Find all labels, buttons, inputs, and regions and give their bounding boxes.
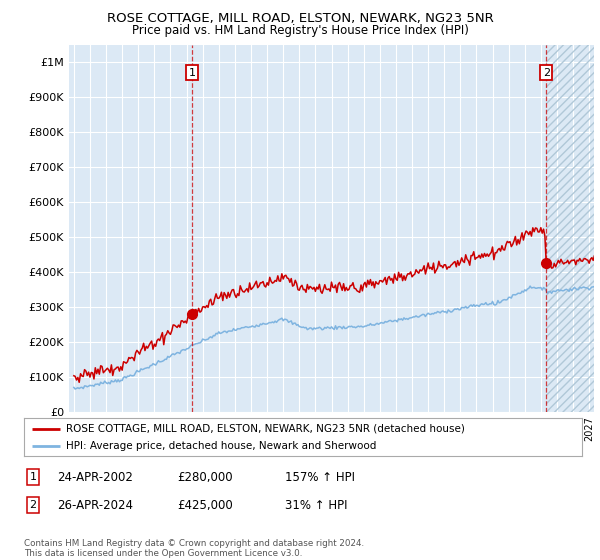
Text: HPI: Average price, detached house, Newark and Sherwood: HPI: Average price, detached house, Newa… [66, 441, 376, 451]
Text: 24-APR-2002: 24-APR-2002 [57, 470, 133, 484]
Text: 2: 2 [542, 68, 550, 78]
Text: £280,000: £280,000 [177, 470, 233, 484]
Text: Contains HM Land Registry data © Crown copyright and database right 2024.
This d: Contains HM Land Registry data © Crown c… [24, 539, 364, 558]
Text: 1: 1 [29, 472, 37, 482]
Text: 26-APR-2024: 26-APR-2024 [57, 498, 133, 512]
Text: ROSE COTTAGE, MILL ROAD, ELSTON, NEWARK, NG23 5NR (detached house): ROSE COTTAGE, MILL ROAD, ELSTON, NEWARK,… [66, 423, 465, 433]
Text: Price paid vs. HM Land Registry's House Price Index (HPI): Price paid vs. HM Land Registry's House … [131, 24, 469, 36]
Text: 31% ↑ HPI: 31% ↑ HPI [285, 498, 347, 512]
Text: 1: 1 [188, 68, 196, 78]
Text: £425,000: £425,000 [177, 498, 233, 512]
Text: 2: 2 [29, 500, 37, 510]
Text: 157% ↑ HPI: 157% ↑ HPI [285, 470, 355, 484]
Text: ROSE COTTAGE, MILL ROAD, ELSTON, NEWARK, NG23 5NR: ROSE COTTAGE, MILL ROAD, ELSTON, NEWARK,… [107, 12, 493, 25]
